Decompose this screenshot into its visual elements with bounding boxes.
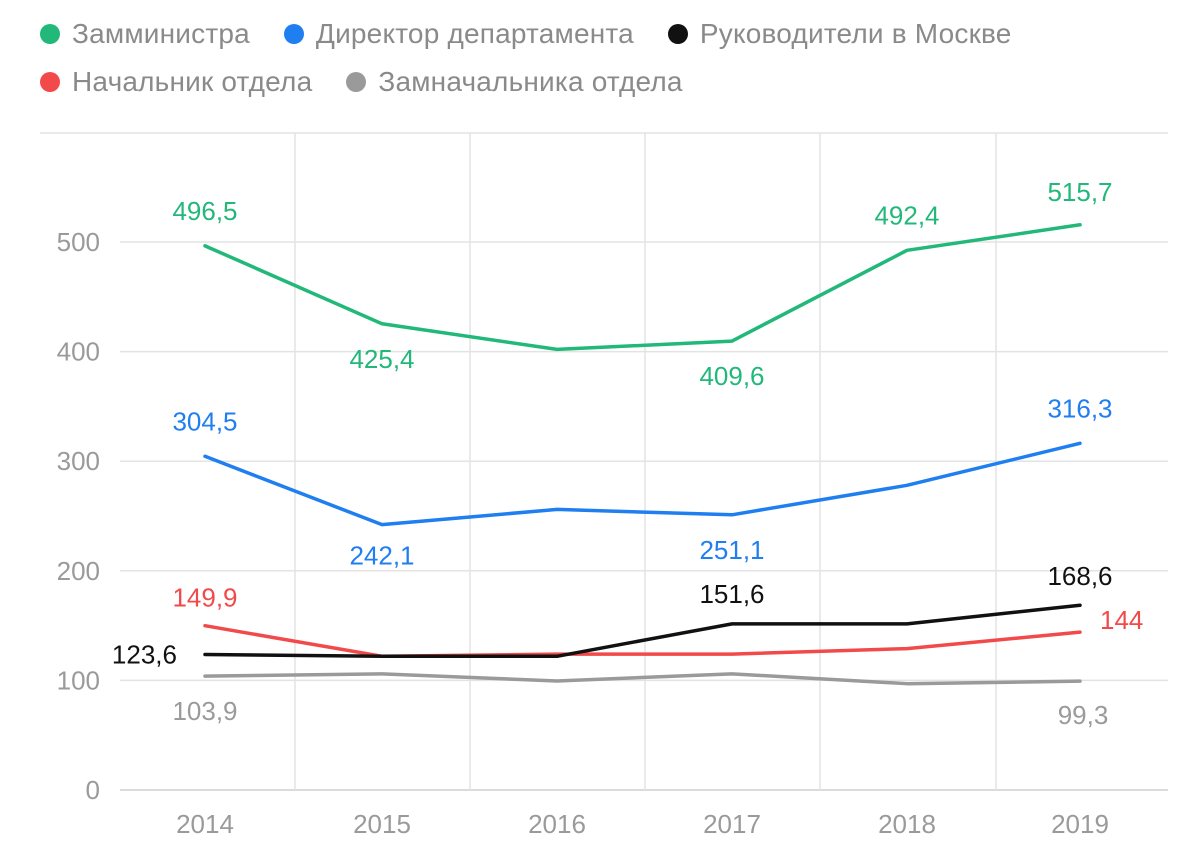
legend-label: Замминистра xyxy=(72,18,250,49)
data-label: 168,6 xyxy=(1047,561,1112,591)
legend-item-rukovoditeli: Руководители в Москве xyxy=(667,18,1012,50)
data-label: 492,4 xyxy=(874,200,939,230)
legend-label: Директор департамента xyxy=(315,18,634,49)
legend-label: Руководители в Москве xyxy=(699,18,1012,49)
data-label: 251,1 xyxy=(699,535,764,565)
x-tick-label: 2017 xyxy=(703,809,761,839)
y-tick-label: 200 xyxy=(57,556,100,586)
data-label: 103,9 xyxy=(172,696,237,726)
legend-item-zamministra: Замминистра xyxy=(40,18,250,50)
data-label: 409,6 xyxy=(699,361,764,391)
legend-row-2: Начальник отдела Замначальника отдела xyxy=(40,58,1190,106)
legend-label: Начальник отдела xyxy=(72,66,313,97)
series-line xyxy=(203,223,1082,352)
data-label: 149,9 xyxy=(172,583,237,613)
series-line xyxy=(203,623,1082,659)
series-line xyxy=(203,672,1082,686)
data-label: 151,6 xyxy=(699,579,764,609)
data-label: 304,5 xyxy=(172,406,237,436)
data-label: 123,6 xyxy=(112,640,177,670)
y-tick-label: 500 xyxy=(57,227,100,257)
legend-dot xyxy=(40,24,60,44)
series-line xyxy=(203,441,1082,527)
legend: Замминистра Директор департамента Руково… xyxy=(40,10,1190,106)
legend-item-direktor: Директор департамента xyxy=(283,18,634,50)
y-tick-label: 0 xyxy=(86,775,100,805)
legend-dot xyxy=(40,72,60,92)
y-tick-label: 100 xyxy=(57,665,100,695)
x-tick-label: 2019 xyxy=(1051,809,1109,839)
legend-dot xyxy=(667,24,688,44)
x-tick-label: 2015 xyxy=(353,809,411,839)
legend-item-zamnachalnika: Замначальника отдела xyxy=(346,66,682,98)
x-tick-label: 2014 xyxy=(176,809,234,839)
legend-dot xyxy=(283,24,304,44)
x-tick-label: 2018 xyxy=(878,809,936,839)
y-tick-label: 400 xyxy=(57,337,100,367)
y-tick-label: 300 xyxy=(57,446,100,476)
data-label: 425,4 xyxy=(349,344,414,374)
data-label: 144 xyxy=(1100,605,1143,635)
data-label: 515,7 xyxy=(1047,177,1112,207)
data-label: 316,3 xyxy=(1047,393,1112,423)
series-line xyxy=(203,603,1082,659)
legend-dot xyxy=(346,72,367,92)
legend-item-nachalnik: Начальник отдела xyxy=(40,66,312,98)
data-label: 242,1 xyxy=(349,541,414,571)
data-label: 99,3 xyxy=(1058,700,1109,730)
legend-label: Замначальника отдела xyxy=(378,66,683,97)
x-tick-label: 2016 xyxy=(528,809,586,839)
data-label: 496,5 xyxy=(172,196,237,226)
legend-row-1: Замминистра Директор департамента Руково… xyxy=(40,10,1190,58)
